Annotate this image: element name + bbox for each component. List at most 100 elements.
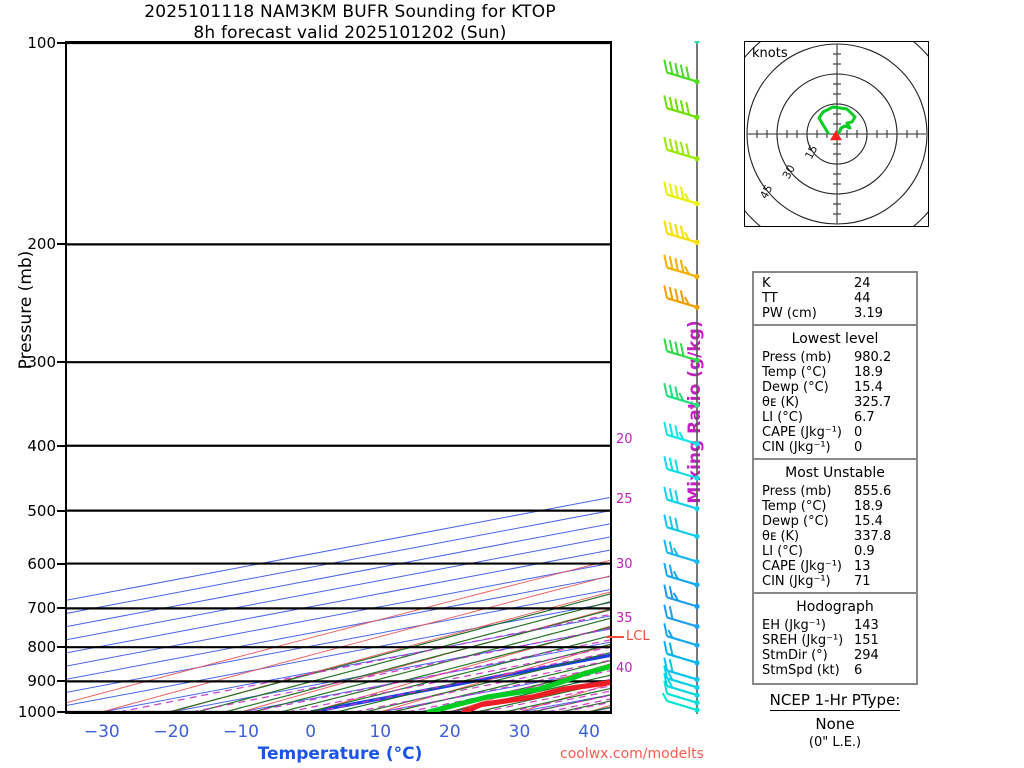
ncep-ptype-panel: NCEP 1-Hr PType: None (0" L.E.)	[740, 690, 930, 750]
lowest-level-row: Dewp (°C) 15.4	[754, 380, 916, 395]
pressure-tickmark-700	[57, 607, 65, 610]
pressure-tickmark-800	[57, 646, 65, 649]
index-value: 44	[854, 291, 871, 306]
title-line-1: 2025101118 NAM3KM BUFR Sounding for KTOP	[144, 2, 556, 22]
index-value: 24	[854, 276, 871, 291]
most-unstable-value: 15.4	[854, 514, 883, 529]
wind-barb-850	[663, 640, 700, 666]
most-unstable-row: Dewp (°C) 15.4	[754, 514, 916, 529]
pressure-tickmark-400	[57, 444, 65, 447]
wind-barb-250	[663, 285, 700, 310]
wind-barb-800	[663, 623, 700, 648]
storm-motion-marker	[830, 130, 842, 141]
index-key: K	[762, 276, 771, 291]
lowest-level-key: Temp (°C)	[762, 365, 827, 380]
wind-barb-900	[663, 657, 700, 682]
pressure-tick-800: 800	[27, 638, 56, 657]
wind-barb-150	[663, 136, 700, 162]
ptype-value: None	[815, 715, 855, 733]
temperature-curve	[461, 679, 610, 712]
lcl-marker	[606, 636, 624, 638]
pressure-axis-label: Pressure (mb)	[16, 250, 36, 370]
wind-barb-300	[663, 338, 700, 363]
pressure-tickmark-300	[57, 361, 65, 364]
isobar-lines	[67, 43, 610, 712]
index-key: TT	[762, 291, 778, 306]
wind-barb-column	[650, 18, 745, 714]
pressure-tickmark-900	[57, 680, 65, 683]
lowest-level-row: CAPE (Jkg⁻¹) 0	[754, 425, 916, 440]
pressure-tickmark-200	[57, 243, 65, 246]
hodograph-stat-row: SREH (Jkg⁻¹) 151	[754, 633, 916, 648]
sounding-info-table: K 24 TT 44 PW (cm) 3.19 Lowest level Press (m…	[752, 271, 918, 685]
wind-barb-500	[663, 486, 700, 512]
wind-barb-200	[663, 220, 700, 245]
most-unstable-key: Dewp (°C)	[762, 514, 829, 529]
hodograph-stat-key: EH (Jkg⁻¹)	[762, 618, 826, 633]
wind-barb-450	[663, 455, 700, 481]
pressure-tick-900: 900	[27, 672, 56, 691]
most-unstable-value: 71	[854, 574, 871, 589]
wind-barb-350	[663, 382, 700, 408]
lowest-level-value: 18.9	[854, 365, 883, 380]
hodograph-stat-key: StmSpd (kt)	[762, 663, 840, 678]
wind-barb-550	[663, 514, 700, 539]
hodograph-ring-label-15: 15	[802, 143, 820, 161]
temperature-tick-30: 30	[508, 722, 531, 742]
wind-barb-115	[663, 59, 700, 85]
credit-link[interactable]: coolwx.com/modelts	[560, 746, 704, 762]
lowest-level-row: LI (°C) 6.7	[754, 410, 916, 425]
lowest-level-value: 0	[854, 425, 863, 440]
hodograph-stat-key: StmDir (°)	[762, 648, 828, 663]
hodograph-ring-label-30: 30	[780, 163, 798, 181]
most-unstable-key: CIN (Jkg⁻¹)	[762, 574, 831, 589]
most-unstable-value: 13	[854, 559, 871, 574]
hodograph-stat-value: 151	[854, 633, 879, 648]
info-section-lowest-level: Lowest level Press (mb) 980.2 Temp (°C) 18.…	[754, 324, 916, 458]
most-unstable-value: 0.9	[854, 544, 875, 559]
wind-barb-100	[663, 18, 700, 44]
wind-barb-950	[663, 673, 700, 698]
dewpoint-curve	[426, 663, 610, 712]
wind-barb-400	[663, 421, 700, 447]
hodograph-stat-row: StmSpd (kt) 6	[754, 663, 916, 678]
lowest-level-row: Press (mb) 980.2	[754, 350, 916, 365]
lowest-level-key: θᴇ (K)	[762, 395, 800, 410]
pressure-tick-1000: 1000	[17, 703, 56, 721]
ptype-liquid-equivalent: (0" L.E.)	[808, 735, 862, 750]
hodograph-stat-value: 6	[854, 663, 863, 678]
index-row: K 24	[754, 276, 916, 291]
most-unstable-key: CAPE (Jkg⁻¹)	[762, 559, 842, 574]
pressure-tickmark-100	[57, 42, 65, 44]
skewt-plot-area	[67, 43, 610, 712]
wind-barb-plot	[661, 18, 700, 714]
mixing-ratio-right-label-40: 40	[616, 661, 633, 676]
info-section-hodograph-stats: Hodograph EH (Jkg⁻¹) 143 SREH (Jkg⁻¹) 151 St…	[754, 592, 916, 681]
lowest-level-value: 15.4	[854, 380, 883, 395]
lowest-level-value: 6.7	[854, 410, 875, 425]
wind-barb-650	[663, 562, 700, 588]
wind-barb-600	[663, 539, 700, 565]
temperature-tick--30: −30	[83, 722, 120, 742]
mixing-ratio-right-label-35: 35	[616, 611, 633, 626]
wind-barb-225	[663, 254, 700, 280]
most-unstable-value: 18.9	[854, 499, 883, 514]
lowest-level-row: Temp (°C) 18.9	[754, 365, 916, 380]
index-row: TT 44	[754, 291, 916, 306]
pressure-tick-500: 500	[27, 501, 56, 520]
temperature-tick-0: 0	[305, 722, 317, 742]
hodograph-stat-value: 143	[854, 618, 879, 633]
most-unstable-key: LI (°C)	[762, 544, 803, 559]
wind-barb-750	[663, 604, 700, 630]
pressure-tickmark-1000	[57, 711, 65, 713]
pressure-tickmark-500	[57, 509, 65, 512]
temperature-tick-20: 20	[439, 722, 461, 742]
hodograph-ticks	[756, 53, 918, 215]
pressure-tick-400: 400	[27, 436, 56, 455]
lowest-level-row: CIN (Jkg⁻¹) 0	[754, 440, 916, 455]
hodograph-stats-header: Hodograph	[796, 599, 874, 615]
lowest-level-key: CIN (Jkg⁻¹)	[762, 440, 831, 455]
pressure-tickmark-600	[57, 562, 65, 565]
